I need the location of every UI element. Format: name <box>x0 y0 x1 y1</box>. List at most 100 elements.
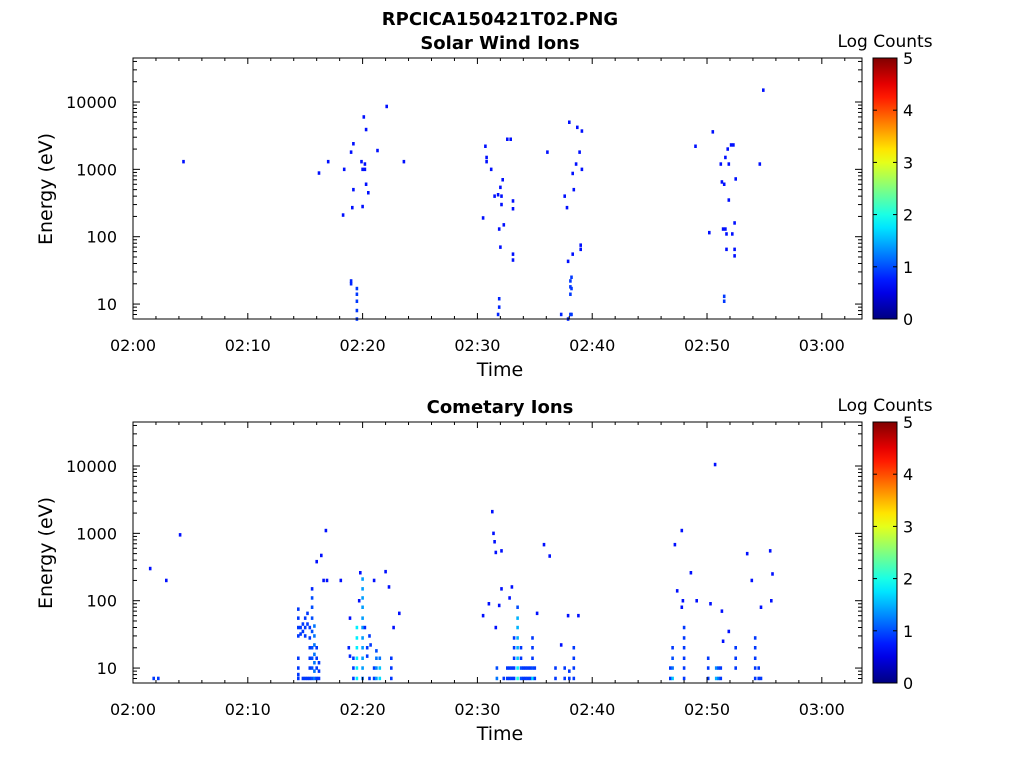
data-cell <box>349 150 353 154</box>
data-cell <box>531 636 534 640</box>
data-cell <box>361 587 364 591</box>
x-tick-label: 02:30 <box>454 700 500 719</box>
data-cell <box>682 656 686 660</box>
data-cell <box>757 666 760 670</box>
data-cell <box>301 629 305 634</box>
data-cell <box>308 666 312 670</box>
x-axis-label: Time <box>476 723 524 745</box>
data-cell <box>303 676 307 681</box>
data-cell <box>324 528 328 533</box>
data-cell <box>508 676 511 681</box>
data-cell <box>297 625 300 630</box>
data-cell <box>574 162 578 166</box>
data-cell <box>297 656 300 660</box>
data-cell <box>361 616 364 620</box>
data-cell <box>682 636 686 640</box>
data-cell <box>734 646 737 650</box>
data-cell <box>372 676 376 681</box>
data-cell <box>306 676 309 681</box>
data-cell <box>357 599 361 603</box>
data-cell <box>367 191 370 195</box>
data-cell <box>516 666 519 670</box>
data-cell <box>719 666 723 670</box>
data-cell <box>317 171 321 175</box>
data-cell <box>516 605 519 609</box>
data-cell <box>313 643 316 647</box>
data-cell <box>359 571 362 575</box>
data-cell <box>308 676 312 681</box>
data-cell <box>512 656 516 660</box>
data-cell <box>165 578 168 583</box>
data-cell <box>717 666 720 670</box>
data-cell <box>364 127 368 132</box>
y-tick-label: 100 <box>86 228 117 247</box>
data-cell <box>569 279 572 283</box>
data-cell <box>724 155 727 160</box>
data-cell <box>566 613 570 618</box>
data-cell <box>753 646 757 650</box>
data-cell <box>509 137 512 141</box>
data-cell <box>348 616 352 620</box>
data-cell <box>535 611 539 616</box>
data-cell <box>496 193 500 197</box>
data-cell <box>368 676 371 681</box>
data-cell <box>355 286 359 291</box>
data-cell <box>310 616 314 620</box>
data-cell <box>308 646 312 650</box>
data-cell <box>378 666 382 670</box>
data-cell <box>753 666 757 670</box>
data-cell <box>485 155 488 160</box>
data-cell <box>303 625 307 630</box>
data-cell <box>485 159 488 164</box>
data-cell <box>568 669 571 673</box>
data-cell <box>721 639 725 643</box>
data-cell <box>355 308 359 313</box>
data-cell <box>570 275 573 279</box>
data-cell <box>512 666 516 670</box>
data-cell <box>669 666 672 670</box>
data-cell <box>361 596 364 600</box>
data-cell <box>722 294 726 299</box>
x-tick-label: 02:50 <box>684 700 730 719</box>
data-cell <box>299 625 302 630</box>
data-cell <box>533 666 537 670</box>
data-cell <box>306 622 309 626</box>
data-cell <box>570 286 573 291</box>
data-cell <box>725 232 728 236</box>
data-cell <box>526 666 530 670</box>
data-cell <box>495 666 499 670</box>
data-cell <box>727 162 731 166</box>
data-cell <box>671 676 674 681</box>
plot-area <box>133 58 862 319</box>
data-cell <box>375 676 378 681</box>
y-tick-label: 1000 <box>76 160 117 179</box>
data-cells <box>182 88 765 321</box>
data-cell <box>326 159 330 164</box>
colorbar-tick-label: 4 <box>903 465 913 484</box>
y-axis-label: Energy (eV) <box>35 497 57 609</box>
data-cell <box>572 187 576 192</box>
data-cell <box>733 247 736 252</box>
data-cell <box>519 676 523 681</box>
data-cell <box>571 252 574 256</box>
data-cell <box>341 213 345 217</box>
data-cell <box>384 569 387 574</box>
data-cell <box>385 104 388 109</box>
colorbar-tick-label: 2 <box>903 206 913 225</box>
data-cell <box>152 676 155 681</box>
colorbar-tick-label: 0 <box>903 674 913 693</box>
data-cell <box>297 666 300 670</box>
data-cell <box>757 676 760 681</box>
data-cell <box>352 676 355 681</box>
y-tick-label: 10 <box>97 659 117 678</box>
data-cell <box>524 676 527 681</box>
colorbar <box>872 57 898 320</box>
data-cell <box>516 616 519 620</box>
data-cell <box>348 654 352 658</box>
y-tick-label: 10 <box>97 295 117 314</box>
data-cell <box>313 669 316 673</box>
data-cell <box>491 509 494 514</box>
x-tick-label: 02:50 <box>684 336 730 355</box>
data-cell <box>511 199 515 203</box>
data-cell <box>487 602 491 606</box>
